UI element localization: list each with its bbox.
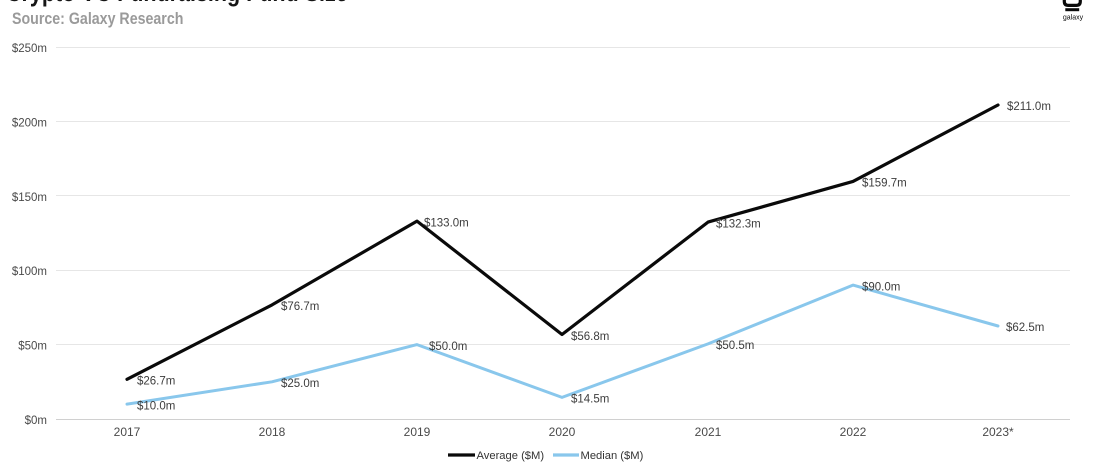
svg-text:$25.0m: $25.0m xyxy=(281,378,319,390)
svg-text:$76.7m: $76.7m xyxy=(281,301,319,313)
svg-text:$62.5m: $62.5m xyxy=(1006,322,1044,334)
svg-text:2018: 2018 xyxy=(259,425,286,439)
svg-text:Average ($M): Average ($M) xyxy=(477,450,545,462)
svg-text:2017: 2017 xyxy=(114,425,141,439)
svg-text:$50.0m: $50.0m xyxy=(429,341,467,353)
svg-text:$50.5m: $50.5m xyxy=(716,340,754,352)
svg-text:$56.8m: $56.8m xyxy=(571,331,609,343)
svg-text:$132.3m: $132.3m xyxy=(716,218,761,230)
svg-text:Median ($M): Median ($M) xyxy=(581,450,644,462)
svg-text:$90.0m: $90.0m xyxy=(862,281,900,293)
svg-text:$211.0m: $211.0m xyxy=(1007,101,1051,113)
svg-text:$14.5m: $14.5m xyxy=(571,394,609,406)
svg-text:$50m: $50m xyxy=(18,341,47,353)
svg-text:$200m: $200m xyxy=(12,117,47,129)
svg-text:$10.0m: $10.0m xyxy=(137,400,175,412)
svg-text:$26.7m: $26.7m xyxy=(137,375,175,387)
svg-text:2022: 2022 xyxy=(840,425,867,439)
svg-text:2021: 2021 xyxy=(695,425,722,439)
svg-text:2023*: 2023* xyxy=(982,425,1014,439)
svg-text:$159.7m: $159.7m xyxy=(862,178,907,190)
svg-text:galaxy: galaxy xyxy=(1063,14,1084,21)
svg-text:2019: 2019 xyxy=(404,425,431,439)
svg-text:$100m: $100m xyxy=(12,266,47,278)
svg-text:$0m: $0m xyxy=(25,415,47,427)
svg-text:$250m: $250m xyxy=(12,43,47,55)
svg-text:$133.0m: $133.0m xyxy=(424,217,469,229)
svg-text:$150m: $150m xyxy=(12,192,47,204)
svg-text:2020: 2020 xyxy=(549,425,576,439)
